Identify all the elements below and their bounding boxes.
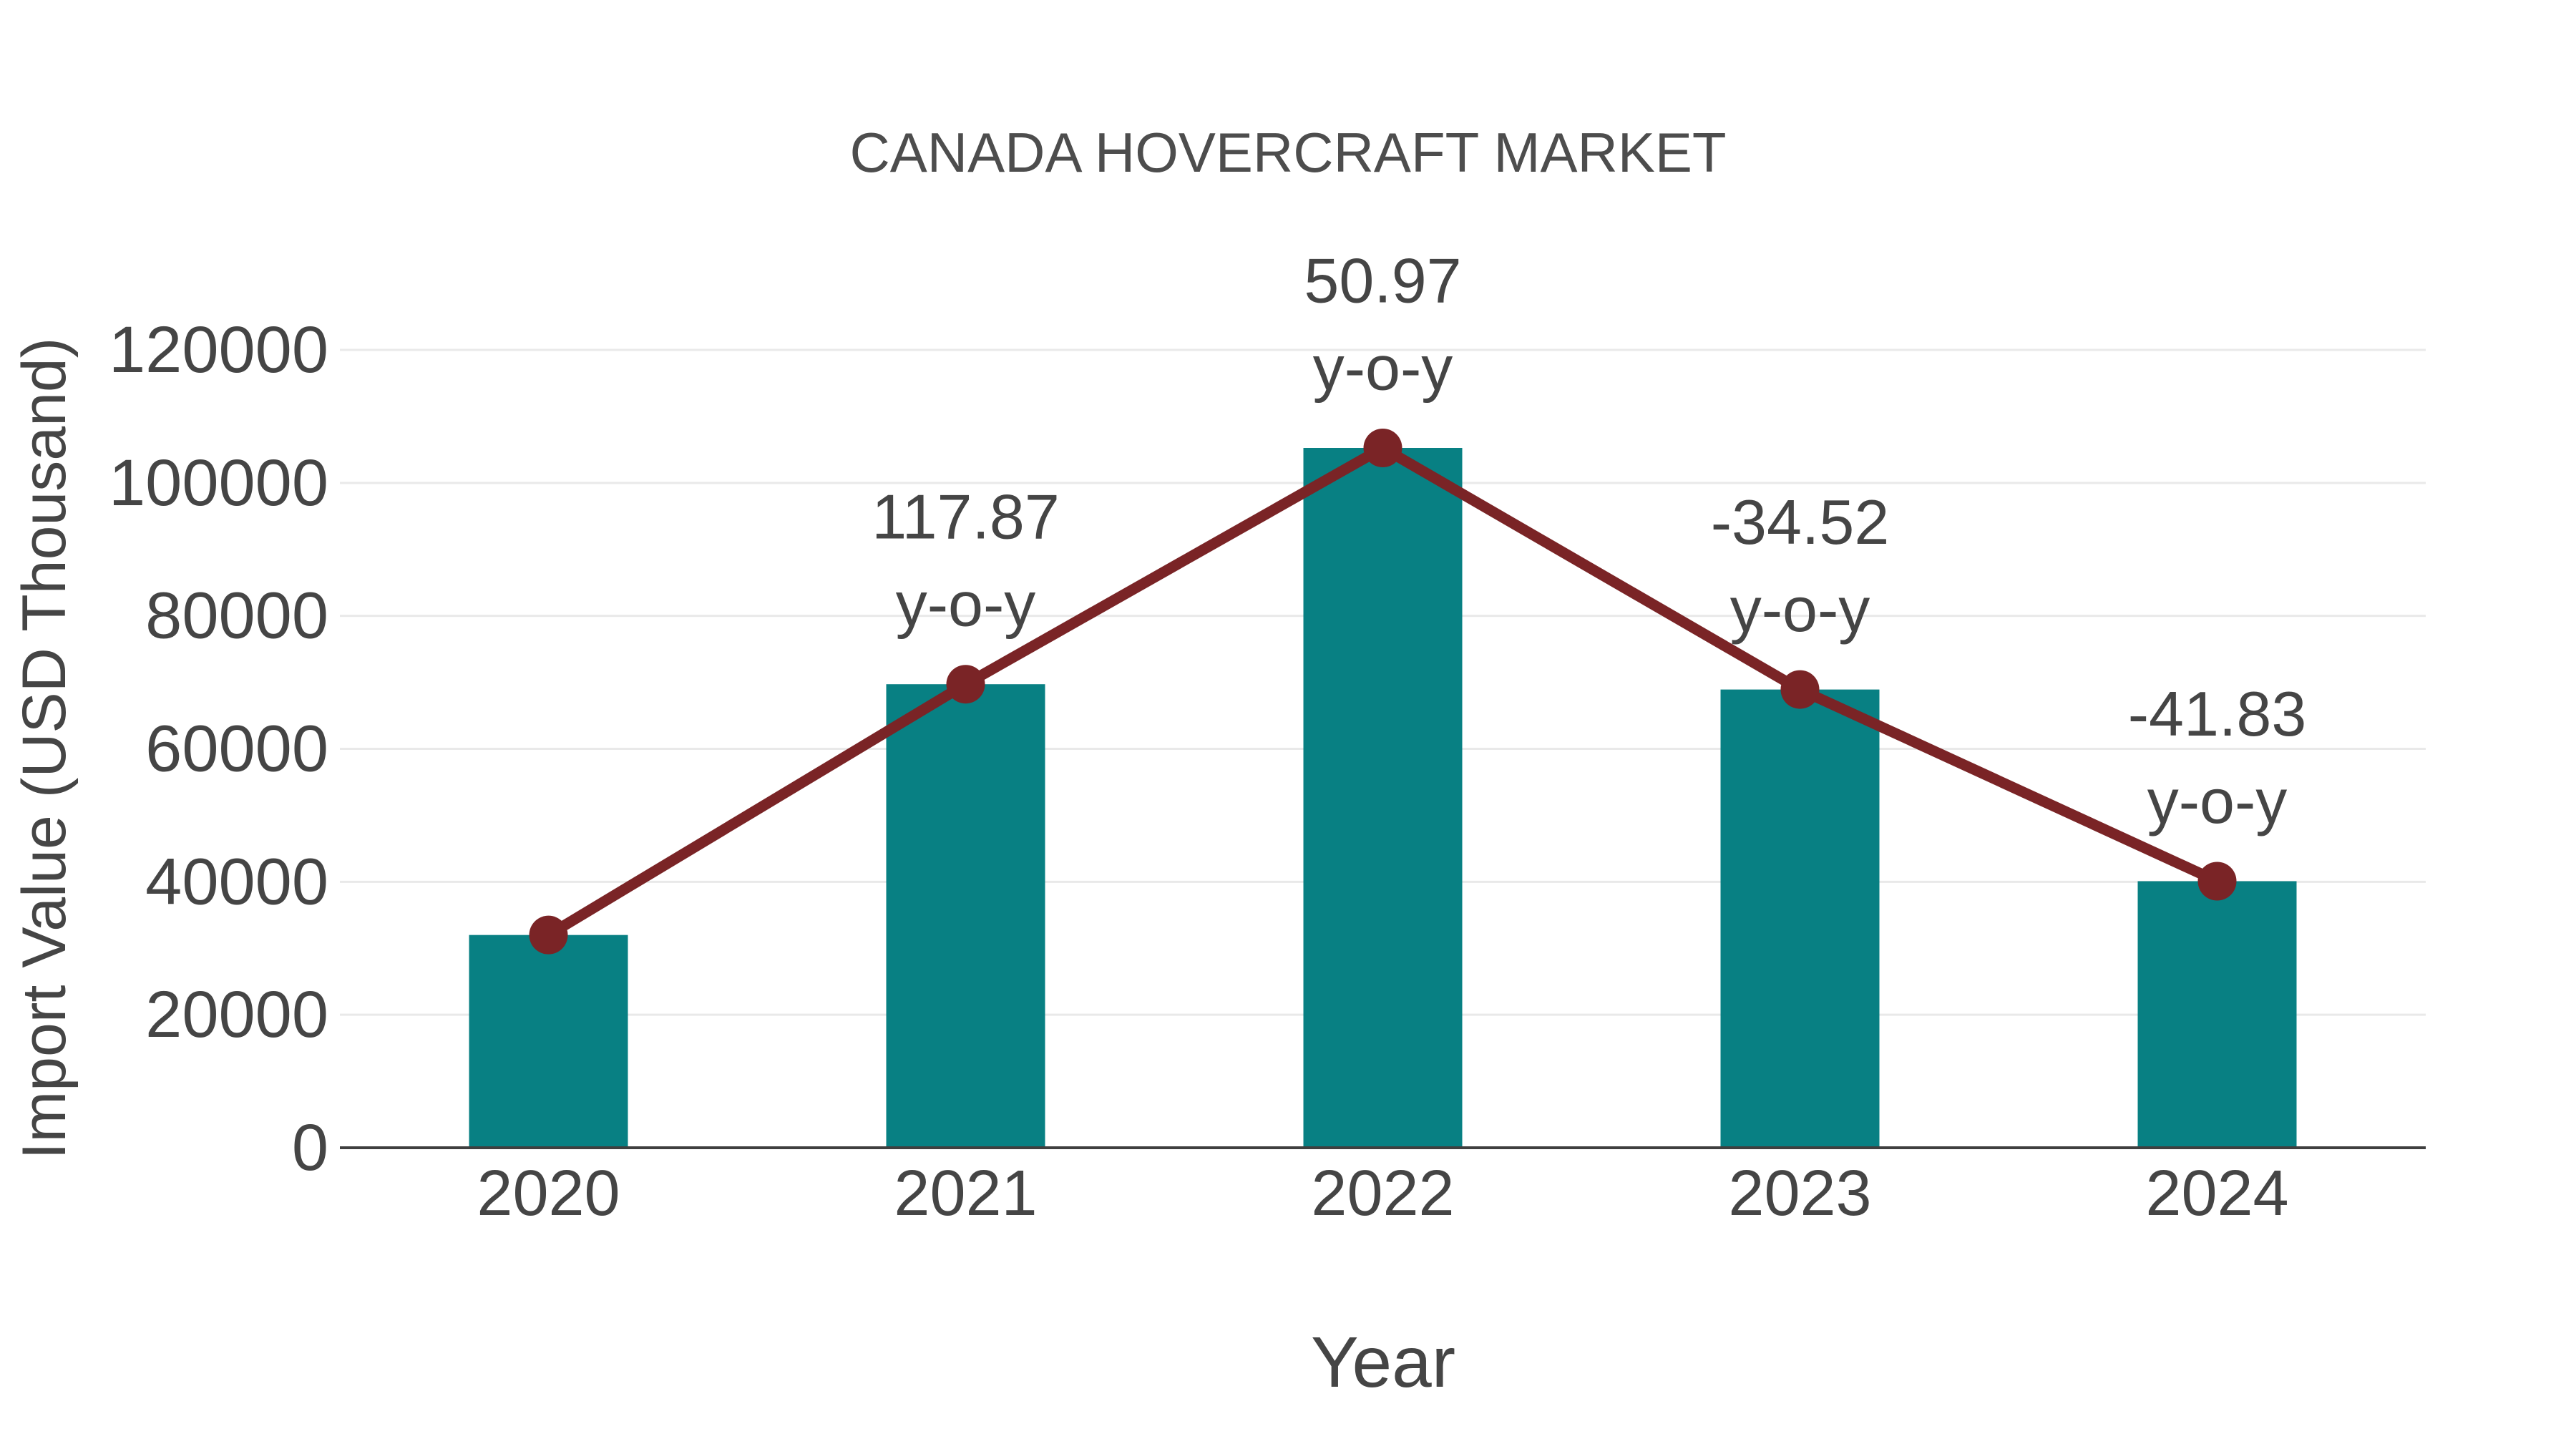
bar-2020 — [469, 935, 628, 1148]
annotation-value-2022: 50.97 — [1304, 245, 1461, 316]
bar-2024 — [2137, 881, 2297, 1148]
y-tick-label-20000: 20000 — [145, 978, 328, 1051]
y-tick-label-40000: 40000 — [145, 845, 328, 918]
chart-title: CANADA HOVERCRAFT MARKET — [849, 121, 1726, 184]
y-axis-title: Import Value (USD Thousand) — [10, 338, 79, 1160]
annotation-value-2023: -34.52 — [1711, 487, 1890, 557]
tick-labels-group: 0 20000 40000 60000 80000 100000 120000 2020 202… — [109, 313, 2289, 1229]
trend-marker-2020 — [529, 915, 568, 955]
trend-marker-2023 — [1780, 670, 1820, 709]
annotations-group: 117.87 y-o-y 50.97 y-o-y -34.52 y-o-y -41.83 y-… — [872, 245, 2306, 836]
x-tick-label-2020: 2020 — [477, 1158, 620, 1229]
x-tick-label-2024: 2024 — [2145, 1158, 2288, 1229]
bar-2023 — [1720, 689, 1880, 1148]
trend-marker-2022 — [1363, 429, 1402, 468]
annotation-yoy-2024: y-o-y — [2147, 766, 2288, 836]
x-axis-title: Year — [1311, 1322, 1455, 1402]
bar-2021 — [886, 684, 1045, 1148]
annotation-yoy-2023: y-o-y — [1730, 574, 1870, 645]
annotation-value-2024: -41.83 — [2128, 678, 2307, 749]
axis-titles-group: CANADA HOVERCRAFT MARKET Year Import Val… — [10, 121, 1727, 1402]
x-tick-label-2022: 2022 — [1311, 1158, 1454, 1229]
y-tick-label-100000: 100000 — [109, 447, 328, 519]
bar-2022 — [1303, 448, 1463, 1148]
annotation-yoy-2022: y-o-y — [1313, 333, 1453, 404]
y-tick-label-0: 0 — [292, 1111, 328, 1184]
y-tick-label-60000: 60000 — [145, 713, 328, 786]
annotation-value-2021: 117.87 — [872, 482, 1060, 552]
y-tick-label-120000: 120000 — [109, 313, 328, 386]
bars-group — [469, 448, 2297, 1148]
annotation-yoy-2021: y-o-y — [896, 569, 1036, 640]
x-tick-label-2021: 2021 — [894, 1158, 1037, 1229]
trend-marker-2024 — [2197, 862, 2237, 901]
trend-marker-2021 — [946, 665, 985, 704]
trend-line-group — [529, 429, 2237, 955]
y-tick-label-80000: 80000 — [145, 580, 328, 653]
x-tick-label-2023: 2023 — [1728, 1158, 1871, 1229]
